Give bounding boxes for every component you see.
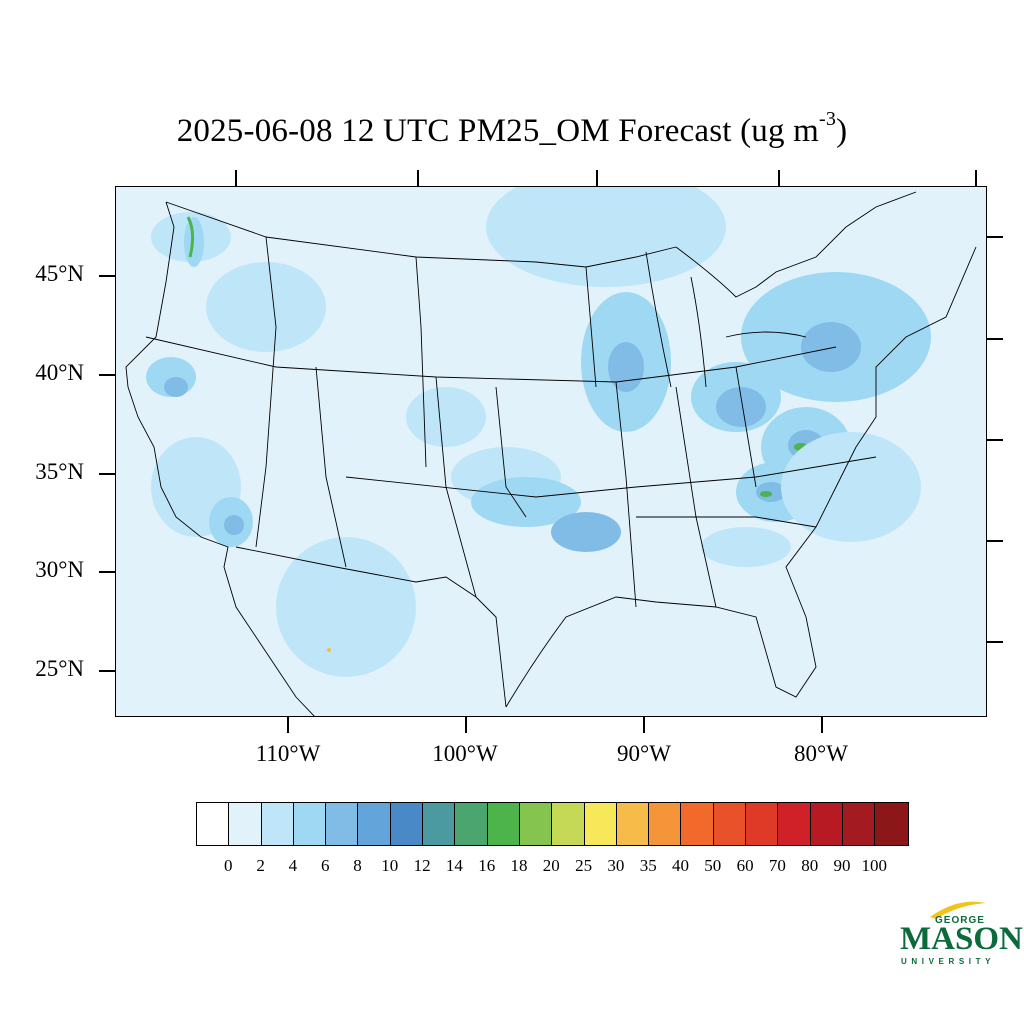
colorbar-cell: [229, 803, 262, 845]
right-tick: [987, 540, 1003, 542]
forecast-map: [115, 186, 987, 717]
lat-label: 25°N: [35, 656, 84, 681]
left-tick: [99, 275, 115, 277]
lat-label: 40°N: [35, 360, 84, 385]
colorbar-label: 90: [833, 856, 851, 875]
colorbar-label: 100: [861, 856, 888, 875]
bottom-tick: [287, 717, 289, 733]
lon-label: 90°W: [617, 741, 671, 766]
colorbar-label: 16: [478, 856, 496, 875]
left-tick: [99, 374, 115, 376]
colorbar-label: 0: [224, 856, 233, 875]
colorbar-cell: [455, 803, 488, 845]
colorbar-label: 50: [704, 856, 722, 875]
gmu-logo: GEORGE MASON UNIVERSITY: [900, 901, 1023, 967]
colorbar-label: 14: [445, 856, 463, 875]
colorbar-label: 20: [542, 856, 560, 875]
colorbar-cell: [810, 803, 843, 845]
right-tick: [987, 439, 1003, 441]
right-tick: [987, 338, 1003, 340]
colorbar-label: 40: [672, 856, 689, 875]
colorbar-label: 18: [510, 856, 528, 875]
bottom-tick: [643, 717, 645, 733]
colorbar-cell: [552, 803, 585, 845]
left-tick: [99, 670, 115, 672]
colorbar-cell: [487, 803, 520, 845]
top-tick: [235, 170, 237, 186]
lat-label: 45°N: [35, 261, 84, 286]
top-tick: [975, 170, 977, 186]
logo-line2: MASON: [900, 921, 1023, 957]
colorbar-label: 60: [736, 856, 754, 875]
left-tick: [99, 473, 115, 475]
boundaries: [125, 191, 977, 716]
top-tick: [417, 170, 419, 186]
colorbar-cell: [326, 803, 359, 845]
colorbar-label: 25: [575, 856, 593, 875]
colorbar-cell: [519, 803, 553, 845]
bottom-tick: [465, 717, 467, 733]
colorbar-cell: [778, 803, 811, 845]
lon-label: 100°W: [432, 741, 498, 766]
colorbar-label: 2: [256, 856, 265, 875]
logo-line1: GEORGE: [935, 915, 985, 926]
logo-swoosh: [930, 901, 986, 919]
colorbar-label: 70: [768, 856, 786, 875]
colorbar-cell: [649, 803, 682, 845]
lon-label: 80°W: [794, 741, 848, 766]
colorbar-cell: [713, 803, 747, 845]
colorbar-label: 30: [607, 856, 625, 875]
title-superscript: -3: [819, 108, 837, 130]
colorbar: [196, 802, 909, 846]
colorbar-cell: [842, 803, 876, 845]
colorbar-label: 4: [288, 856, 298, 875]
colorbar-cell: [616, 803, 650, 845]
colorbar-label: 10: [381, 856, 399, 875]
left-tick: [99, 571, 115, 573]
logo-line3: UNIVERSITY: [901, 957, 996, 966]
map-canvas: [125, 187, 977, 716]
colorbar-cell: [261, 803, 294, 845]
map-title: 2025-06-08 12 UTC PM25_OM Forecast (ug m…: [0, 108, 1024, 150]
top-tick: [596, 170, 598, 186]
colorbar-cell: [197, 803, 230, 845]
title-text: 2025-06-08 12 UTC PM25_OM Forecast (ug m: [176, 113, 820, 149]
colorbar-cell: [390, 803, 424, 845]
colorbar-label: 12: [413, 856, 431, 875]
colorbar-cell: [746, 803, 779, 845]
colorbar-cell: [875, 803, 908, 845]
colorbar-label: 8: [353, 856, 362, 875]
lon-label: 110°W: [255, 741, 321, 766]
colorbar-label: 6: [320, 856, 330, 875]
title-close: ): [836, 113, 848, 149]
lat-label: 30°N: [35, 557, 84, 582]
colorbar-label: 80: [801, 856, 819, 875]
colorbar-cell: [358, 803, 391, 845]
colorbar-cell: [423, 803, 456, 845]
colorbar-cell: [681, 803, 714, 845]
colorbar-label: 35: [639, 856, 657, 875]
bottom-tick: [821, 717, 823, 733]
top-tick: [778, 170, 780, 186]
colorbar-cell: [293, 803, 327, 845]
right-tick: [987, 641, 1003, 643]
right-tick: [987, 236, 1003, 238]
lat-label: 35°N: [35, 459, 84, 484]
concentration-field: [146, 187, 931, 677]
colorbar-cell: [584, 803, 617, 845]
